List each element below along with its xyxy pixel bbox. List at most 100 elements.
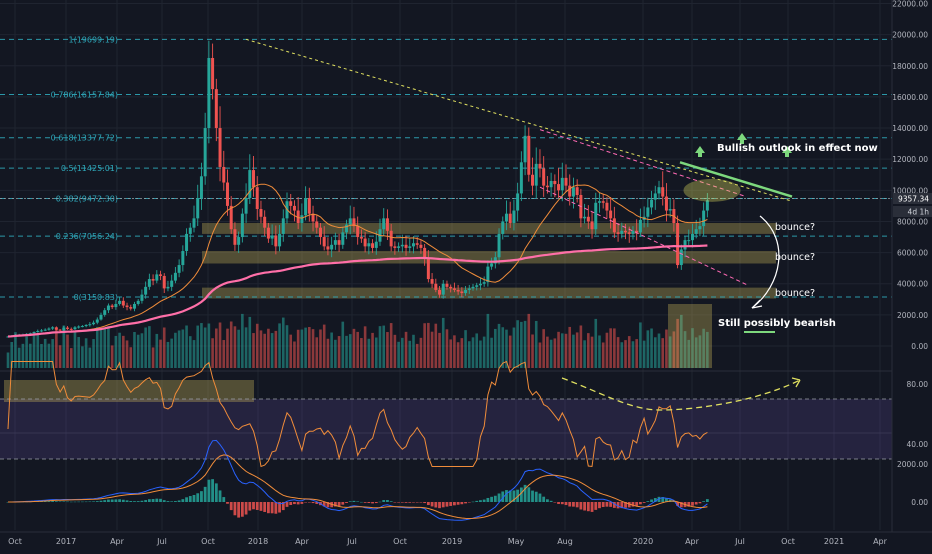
volume-bar [177, 330, 181, 368]
volume-bar [114, 335, 118, 368]
macd-histogram-bar [412, 502, 415, 503]
candle-body [471, 286, 475, 289]
candle-body [103, 310, 107, 315]
macd-histogram-bar [635, 502, 639, 506]
candle-body [92, 322, 96, 325]
macd-histogram-bar [586, 502, 590, 512]
volume-bar [653, 337, 657, 368]
annotation-bounce: bounce? [775, 252, 815, 263]
drawings: Bullish outlook in effect now bounce? boun… [245, 38, 878, 333]
candle-body [664, 196, 668, 211]
volume-bar [546, 336, 549, 368]
candle-body [229, 205, 233, 230]
x-tick-label: May [508, 537, 525, 546]
candle-body [557, 184, 561, 191]
annotation-bearish: Still possibly bearish [718, 318, 836, 329]
volume-bar [263, 333, 266, 368]
candle-body [646, 207, 650, 217]
bullish-breakout-line [679, 161, 793, 198]
volume-bar [300, 329, 304, 368]
candle-body [170, 280, 174, 287]
volume-bar [549, 339, 553, 368]
macd-histogram-bar [259, 502, 263, 511]
volume-bar [95, 326, 99, 368]
macd-histogram-bar [147, 499, 151, 502]
macd-histogram-bar [661, 497, 665, 502]
macd-histogram-bar [367, 502, 371, 504]
x-tick-label: 2019 [442, 537, 462, 546]
candle-body [341, 232, 345, 245]
candle-body [657, 187, 661, 194]
macd-histogram-bar [598, 502, 601, 509]
volume-bar [408, 340, 412, 368]
macd-histogram-bar [140, 500, 144, 502]
macd-histogram-bar [646, 501, 650, 502]
volume-bar [661, 338, 665, 368]
macd-histogram-bar [43, 501, 47, 502]
candle-body [62, 327, 66, 331]
volume-bar [211, 338, 214, 368]
macd-histogram-bar [237, 502, 241, 518]
candle-body [155, 274, 159, 281]
volume-bar [118, 332, 121, 368]
candle-body [597, 201, 601, 203]
volume-bar [441, 317, 445, 368]
volume-bar [252, 333, 255, 368]
macd-histogram-bar [653, 498, 657, 502]
candle-body [467, 288, 471, 290]
volume-bar [345, 335, 348, 368]
candle-body [560, 177, 564, 191]
candle-body [694, 229, 698, 234]
macd-histogram-bar [434, 502, 438, 508]
macd-histogram-bar [363, 502, 367, 503]
macd-histogram-bar [386, 499, 389, 502]
candle-body [612, 218, 616, 233]
candle-body [304, 198, 308, 216]
volume-bar [668, 336, 672, 368]
candle-body [274, 235, 278, 247]
macd-histogram-bar [162, 500, 166, 502]
candle-body [616, 232, 620, 234]
macd-histogram-bar [393, 502, 397, 503]
macd-histogram-bar [47, 501, 51, 502]
volume-bar [99, 329, 103, 368]
macd-histogram-bar [705, 499, 709, 502]
macd-histogram-bar [66, 501, 69, 503]
macd-histogram-bar [453, 502, 456, 506]
macd-histogram-bar [54, 501, 58, 502]
macd-histogram-bar [196, 493, 200, 502]
candle-body [214, 89, 218, 129]
volume-bar [627, 336, 631, 368]
macd-histogram-bar [527, 487, 531, 502]
macd-histogram-bar [471, 501, 475, 503]
y-tick-label: 0.00 [911, 342, 928, 351]
volume-bar [430, 331, 434, 368]
candle-body [144, 286, 148, 295]
support-zones [202, 223, 776, 299]
x-tick-label: Aug [557, 537, 573, 546]
volume-bar [609, 328, 612, 368]
candle-body [337, 240, 341, 245]
volume-bar [58, 345, 62, 368]
candle-body [601, 201, 605, 203]
volume-bar [646, 330, 650, 368]
volume-bar [174, 332, 177, 368]
support-zone [202, 287, 776, 299]
candle-body [151, 279, 155, 281]
volume-bar [125, 340, 129, 368]
macd-histogram-bar [624, 502, 627, 508]
candle-body [464, 289, 468, 294]
volume-bar [148, 326, 151, 368]
volume-bar [185, 325, 188, 368]
volume-bar [464, 330, 467, 368]
x-tick-label: Jul [156, 537, 167, 546]
candle-body [39, 330, 43, 332]
volume-bar [334, 339, 337, 368]
highlight-ellipse [683, 178, 741, 202]
macd-histogram-bar [590, 502, 594, 512]
macd-histogram-bar [639, 502, 642, 505]
volume-bar [475, 333, 479, 368]
macd-histogram-bar [672, 501, 676, 502]
